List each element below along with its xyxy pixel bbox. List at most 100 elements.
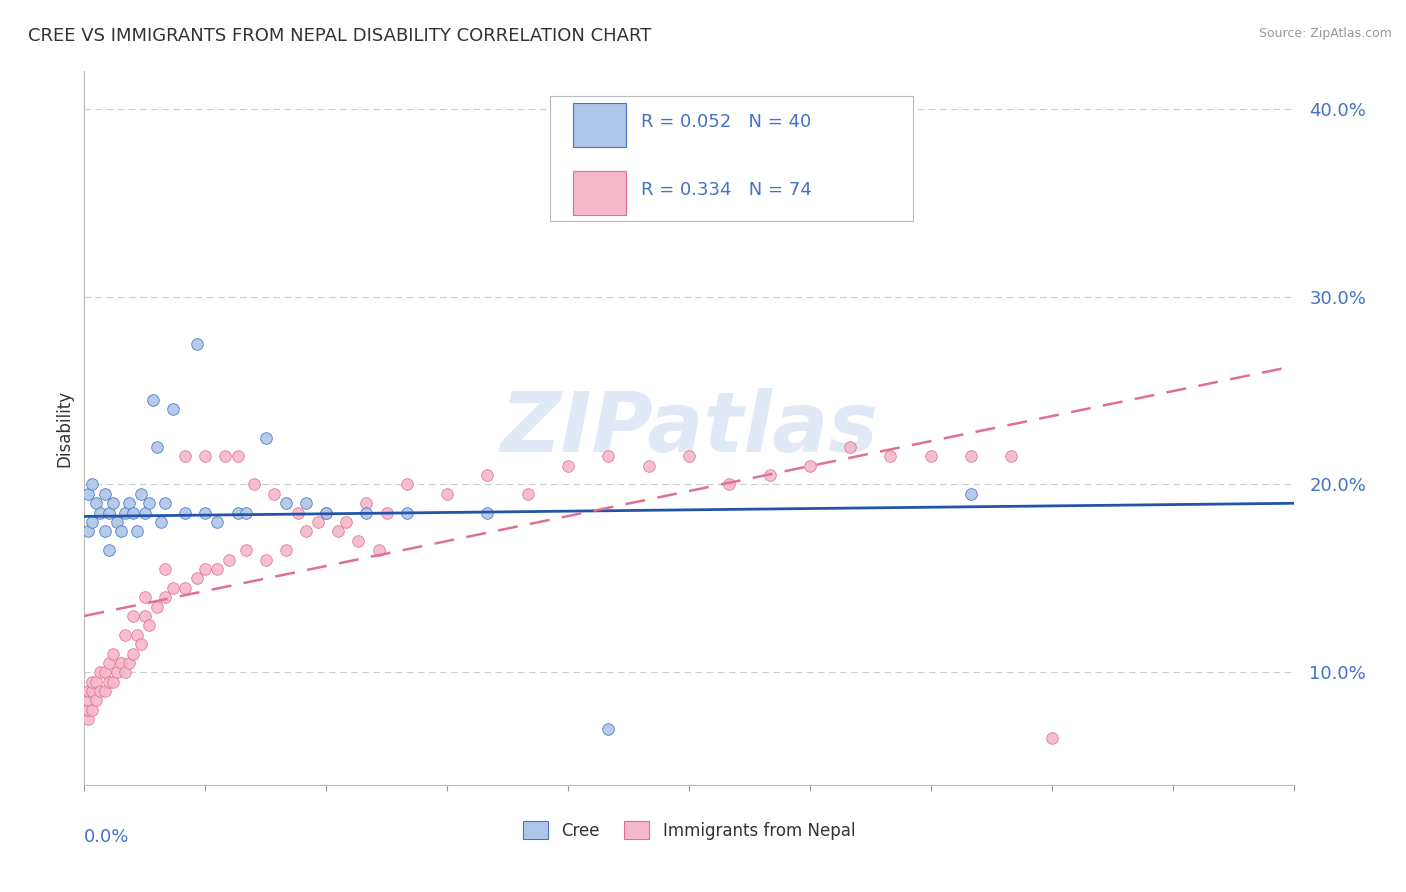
Point	[121, 647, 143, 661]
Point	[118, 656, 141, 670]
Point	[110, 524, 132, 539]
Point	[263, 487, 285, 501]
Point	[960, 450, 983, 464]
Point	[194, 506, 217, 520]
Point	[121, 506, 143, 520]
Point	[477, 506, 499, 520]
Point	[129, 487, 152, 501]
Point	[678, 450, 700, 464]
FancyBboxPatch shape	[572, 171, 626, 215]
Point	[93, 487, 115, 501]
Point	[395, 477, 418, 491]
Point	[125, 628, 148, 642]
Point	[307, 515, 329, 529]
Point	[1000, 450, 1022, 464]
Point	[153, 496, 176, 510]
Point	[153, 590, 176, 604]
Point	[82, 703, 104, 717]
Point	[218, 552, 240, 566]
Point	[226, 450, 249, 464]
Point	[149, 515, 172, 529]
Point	[101, 674, 124, 689]
Point	[138, 618, 160, 632]
Point	[105, 515, 128, 529]
Text: R = 0.334   N = 74: R = 0.334 N = 74	[641, 181, 811, 199]
Point	[86, 674, 108, 689]
Point	[146, 440, 169, 454]
Point	[287, 506, 309, 520]
Point	[516, 487, 538, 501]
Point	[97, 674, 120, 689]
Point	[557, 458, 579, 473]
Point	[138, 496, 160, 510]
Point	[82, 684, 104, 698]
Point	[328, 524, 350, 539]
Point	[637, 458, 659, 473]
Point	[1040, 731, 1063, 745]
Point	[114, 628, 136, 642]
Point	[101, 647, 124, 661]
Point	[114, 506, 136, 520]
Point	[186, 336, 208, 351]
Y-axis label: Disability: Disability	[55, 390, 73, 467]
Point	[105, 665, 128, 680]
Legend: Cree, Immigrants from Nepal: Cree, Immigrants from Nepal	[515, 814, 863, 848]
FancyBboxPatch shape	[572, 103, 626, 147]
Point	[82, 477, 104, 491]
Point	[142, 392, 165, 407]
Point	[89, 665, 111, 680]
Point	[134, 506, 156, 520]
Point	[214, 450, 236, 464]
Point	[93, 684, 115, 698]
Point	[174, 506, 197, 520]
Point	[134, 609, 156, 624]
Point	[315, 506, 337, 520]
Text: Source: ZipAtlas.com: Source: ZipAtlas.com	[1258, 27, 1392, 40]
Point	[186, 571, 208, 585]
Point	[194, 450, 217, 464]
Point	[77, 684, 100, 698]
Point	[347, 533, 370, 548]
Point	[274, 496, 297, 510]
Point	[86, 496, 108, 510]
Point	[146, 599, 169, 614]
Point	[77, 524, 100, 539]
Point	[97, 543, 120, 558]
Text: 0.0%: 0.0%	[84, 828, 129, 846]
Point	[879, 450, 901, 464]
Point	[82, 515, 104, 529]
Point	[477, 468, 499, 483]
Point	[598, 722, 620, 736]
Point	[295, 524, 318, 539]
Point	[315, 506, 337, 520]
Point	[356, 506, 378, 520]
Point	[242, 477, 264, 491]
Point	[114, 665, 136, 680]
Point	[174, 581, 197, 595]
Point	[97, 656, 120, 670]
Point	[194, 562, 217, 576]
Point	[274, 543, 297, 558]
Point	[375, 506, 398, 520]
Text: R = 0.052   N = 40: R = 0.052 N = 40	[641, 113, 811, 131]
Point	[207, 562, 229, 576]
Point	[235, 506, 257, 520]
Point	[758, 468, 780, 483]
Point	[89, 684, 111, 698]
Point	[93, 665, 115, 680]
Point	[77, 712, 100, 726]
Point	[77, 703, 100, 717]
Point	[367, 543, 389, 558]
Point	[718, 477, 741, 491]
Point	[82, 674, 104, 689]
Point	[77, 693, 100, 707]
Point	[97, 506, 120, 520]
Point	[839, 440, 862, 454]
Point	[89, 506, 111, 520]
Point	[335, 515, 357, 529]
Point	[207, 515, 229, 529]
Point	[93, 524, 115, 539]
Point	[77, 487, 100, 501]
Point	[226, 506, 249, 520]
Point	[162, 581, 184, 595]
